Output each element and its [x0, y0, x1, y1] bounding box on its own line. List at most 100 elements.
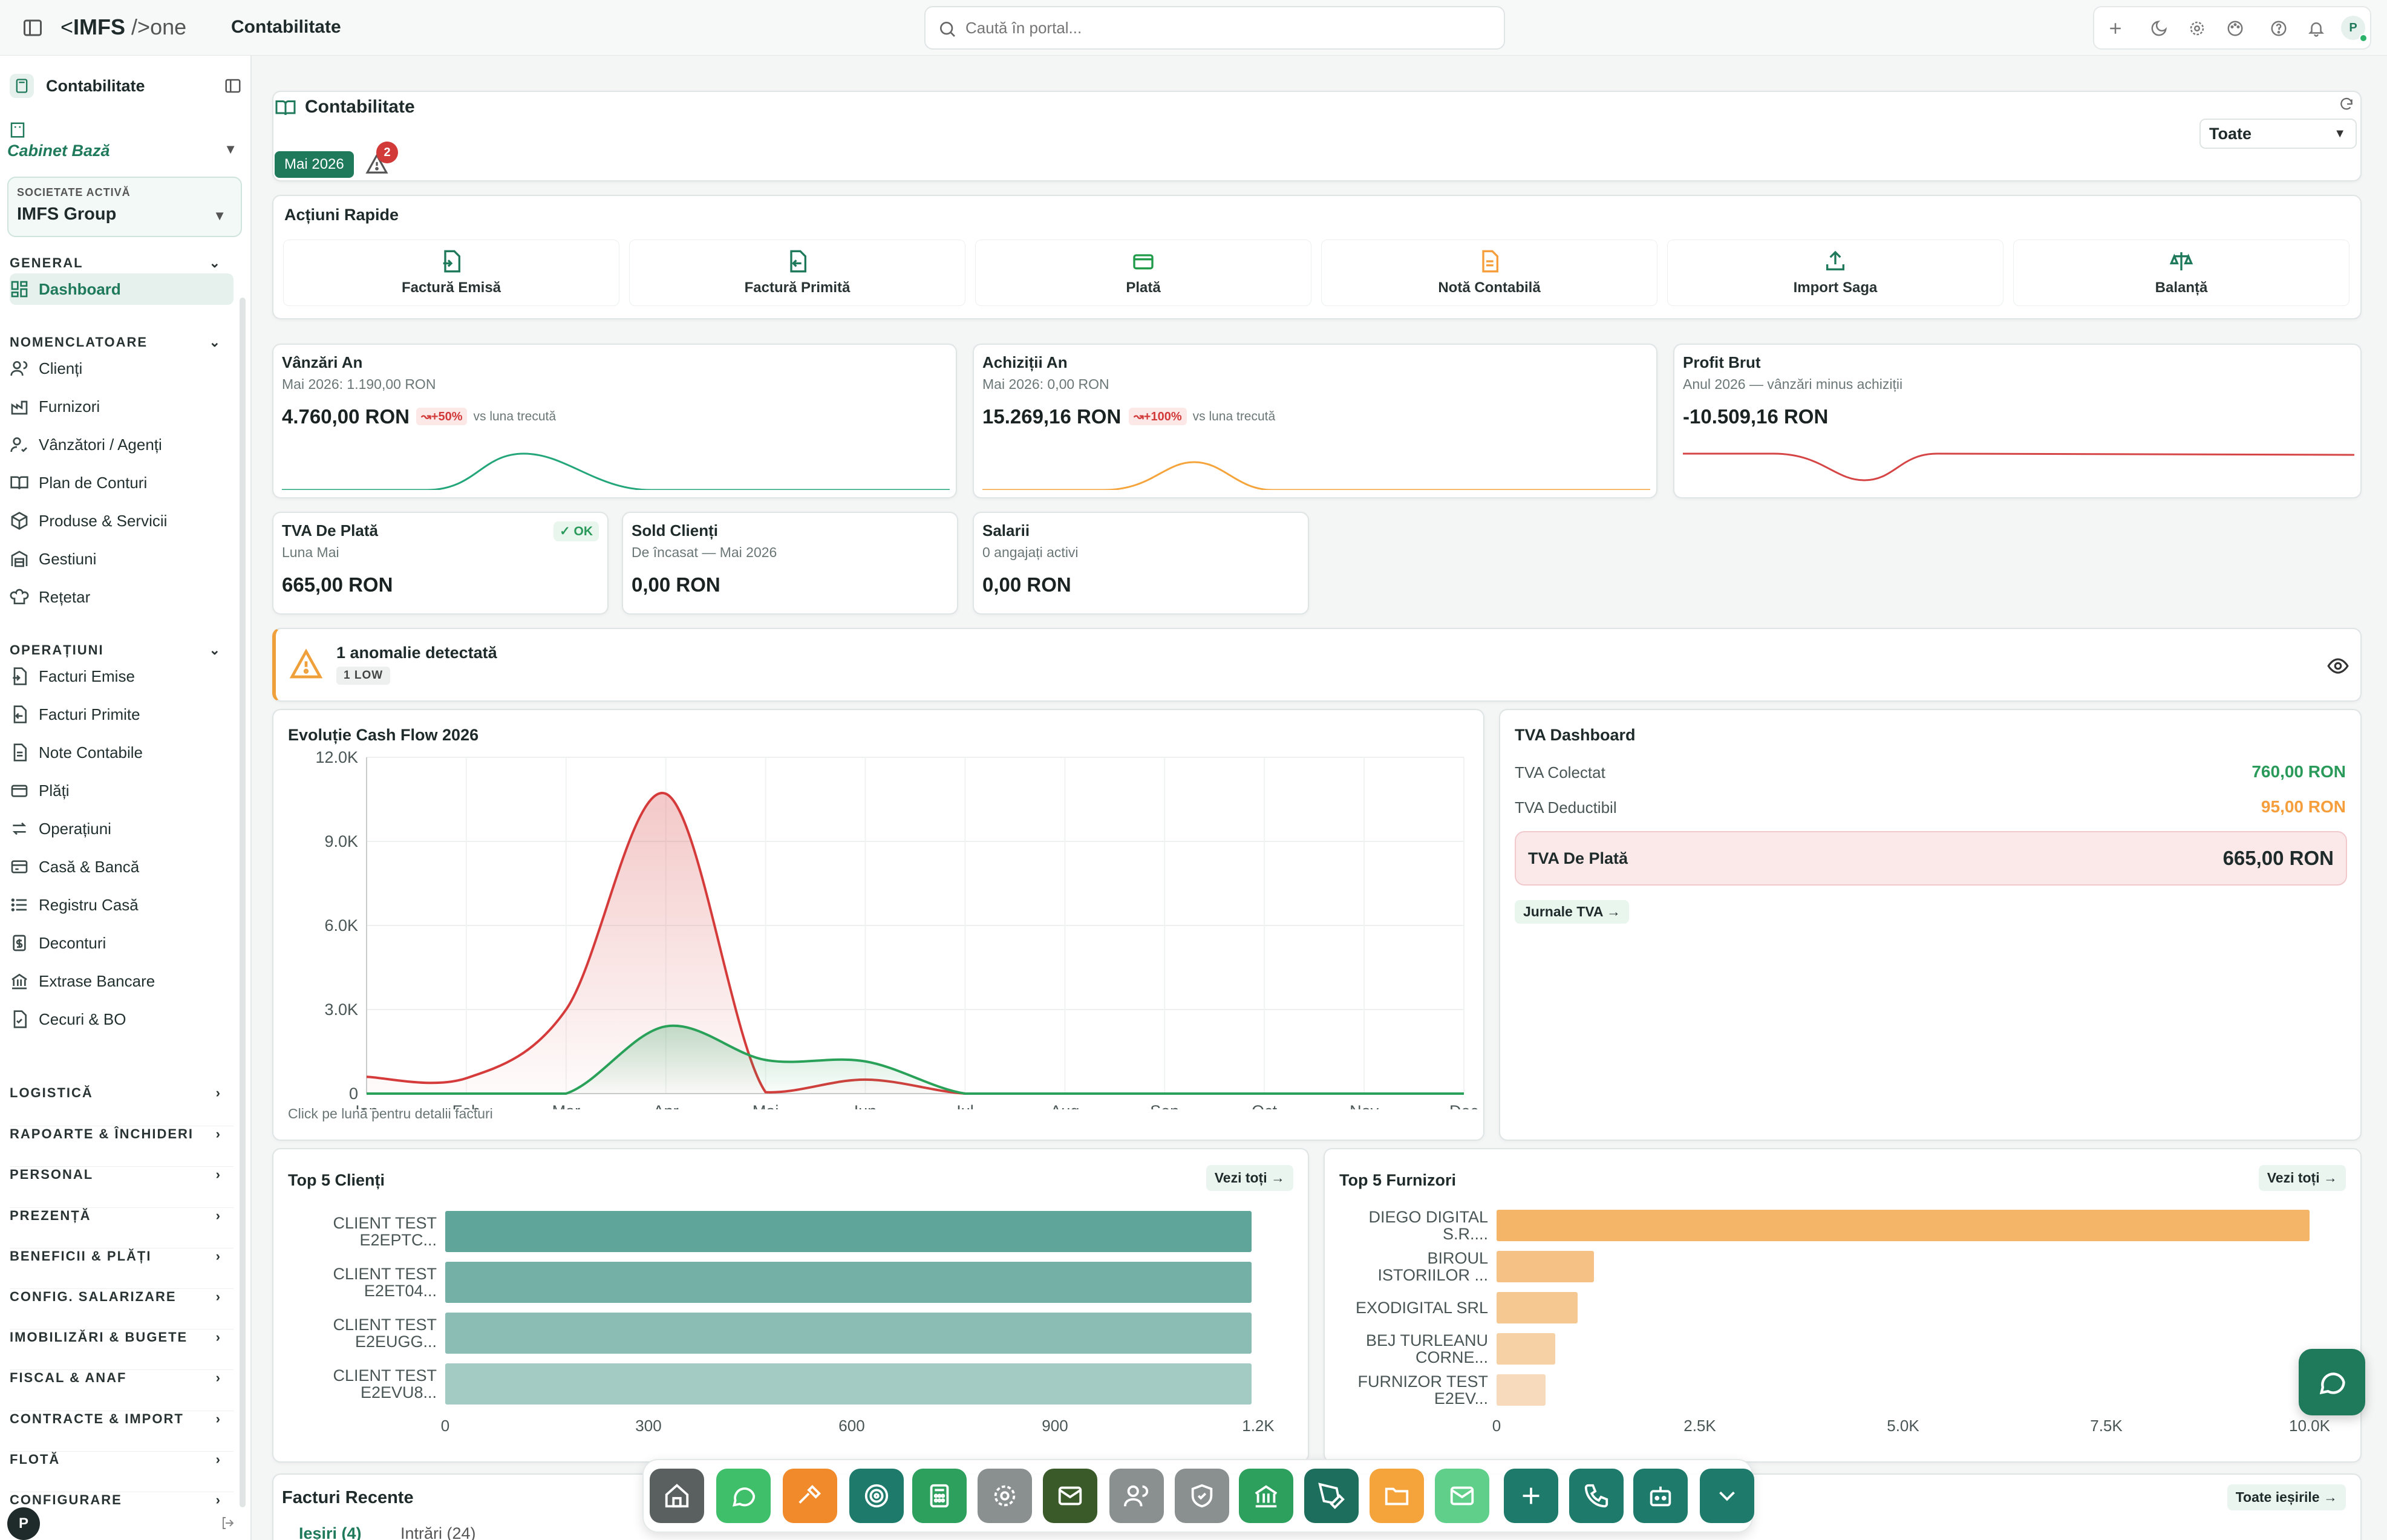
series-line-1[interactable]: [367, 1024, 1464, 1095]
search-input[interactable]: [965, 16, 1486, 40]
nav-section-header[interactable]: OPERAȚIUNI ⌄: [10, 642, 233, 658]
bar[interactable]: [1497, 1333, 1555, 1365]
dock-button-settings[interactable]: [978, 1469, 1032, 1523]
sidebar-item-registru-casa-[interactable]: Registru Casă: [10, 889, 233, 921]
nav-section-header[interactable]: FISCAL & ANAF ›: [10, 1369, 233, 1386]
sidebar-item-ret-etar[interactable]: Rețetar: [10, 581, 233, 613]
nav-section-header[interactable]: PERSONAL ›: [10, 1166, 233, 1183]
nav-section-header[interactable]: GENERAL ⌄: [10, 255, 233, 271]
sidebar-toggle-icon[interactable]: [22, 17, 44, 39]
dock-button-pen-tool[interactable]: [1304, 1469, 1359, 1523]
dock-button-chevron-down[interactable]: [1700, 1469, 1754, 1523]
active-company-selector[interactable]: SOCIETATE ACTIVĂ IMFS Group ▼: [7, 177, 242, 237]
nav-section-header[interactable]: PREZENȚĂ ›: [10, 1207, 233, 1224]
kpi-vat-card[interactable]: TVA De Plată ✓ OK Luna Mai 665,00 RON: [272, 512, 609, 615]
dock-button-bank[interactable]: [1239, 1469, 1293, 1523]
cabinet-selector[interactable]: Cabinet Bază ▼: [7, 142, 237, 160]
sidebar-item-gestiuni[interactable]: Gestiuni: [10, 543, 233, 575]
user-avatar[interactable]: P: [7, 1507, 40, 1540]
anomaly-banner[interactable]: 1 anomalie detectată 1 LOW: [272, 628, 2362, 702]
warning-icon[interactable]: [365, 152, 388, 175]
sidebar-item-note-contabile[interactable]: Note Contabile: [10, 737, 233, 768]
bar[interactable]: [1497, 1251, 1595, 1282]
kpi-clients-card[interactable]: Sold Clienți De încasat — Mai 2026 0,00 …: [622, 512, 958, 615]
nav-section-header[interactable]: CONTRACTE & IMPORT ›: [10, 1410, 233, 1427]
view-all-suppliers-link[interactable]: Vezi toți →: [2258, 1165, 2346, 1191]
dock-button-shield[interactable]: [1175, 1469, 1229, 1523]
kpi-profit-card[interactable]: Profit Brut Anul 2026 — vânzări minus ac…: [1673, 344, 2362, 498]
sidebar-item-operat-iuni[interactable]: Operațiuni: [10, 813, 233, 844]
quick-action-button[interactable]: Factură Emisă: [283, 240, 619, 306]
filter-select[interactable]: Toate ▼: [2199, 119, 2357, 149]
sidebar-item-facturi-emise[interactable]: Facturi Emise: [10, 661, 233, 692]
bar[interactable]: [445, 1313, 1252, 1354]
sidebar-item-deconturi[interactable]: Deconturi: [10, 927, 233, 959]
dock-button-folder[interactable]: [1370, 1469, 1424, 1523]
dock-button-hammer[interactable]: [783, 1469, 837, 1523]
sidebar-item-cecuri-bo[interactable]: Cecuri & BO: [10, 1003, 233, 1035]
quick-action-button[interactable]: Balanță: [2013, 240, 2349, 306]
sidebar-item-casa-banca-[interactable]: Casă & Bancă: [10, 851, 233, 883]
view-all-clients-link[interactable]: Vezi toți →: [1206, 1165, 1293, 1191]
nav-section-header[interactable]: IMOBILIZĂRI & BUGETE ›: [10, 1329, 233, 1345]
plus-icon[interactable]: [2106, 19, 2124, 38]
sidebar-item-dashboard[interactable]: Dashboard: [10, 273, 233, 305]
bar[interactable]: [445, 1262, 1252, 1303]
nav-section-header[interactable]: CONFIG. SALARIZARE ›: [10, 1288, 233, 1305]
refresh-icon[interactable]: [2339, 97, 2354, 113]
nav-section-header[interactable]: NOMENCLATOARE ⌄: [10, 334, 233, 350]
palette-icon[interactable]: [2226, 19, 2244, 38]
chat-fab[interactable]: [2299, 1349, 2365, 1415]
nav-section-header[interactable]: BENEFICII & PLĂȚI ›: [10, 1247, 233, 1264]
sidebar-item-furnizori[interactable]: Furnizori: [10, 391, 233, 422]
kpi-purchases-card[interactable]: Achiziții An Mai 2026: 0,00 RON 15.269,1…: [973, 344, 1657, 498]
kpi-salaries-card[interactable]: Salarii 0 angajați activi 0,00 RON: [973, 512, 1309, 615]
dock-button-phone[interactable]: [1569, 1469, 1624, 1523]
help-icon[interactable]: [2270, 19, 2288, 38]
dock-button-plus[interactable]: [1504, 1469, 1558, 1523]
vat-journals-link[interactable]: Jurnale TVA →: [1515, 900, 1630, 924]
dock-button-target[interactable]: [849, 1469, 904, 1523]
bar[interactable]: [1497, 1374, 1546, 1406]
dock-button-mail[interactable]: [1043, 1469, 1097, 1523]
quick-action-button[interactable]: Import Saga: [1667, 240, 2003, 306]
quick-action-button[interactable]: Factură Primită: [629, 240, 965, 306]
dock-button-robot[interactable]: [1633, 1469, 1688, 1523]
sidebar-scrollbar[interactable]: [240, 298, 246, 1507]
kpi-sales-card[interactable]: Vânzări An Mai 2026: 1.190,00 RON 4.760,…: [272, 344, 957, 498]
dock-button-chat[interactable]: [716, 1469, 771, 1523]
gear-icon[interactable]: [2188, 19, 2206, 38]
sidebar-item-pla-t-i[interactable]: Plăți: [10, 775, 233, 806]
nav-section-header[interactable]: LOGISTICĂ ›: [10, 1085, 233, 1101]
bar[interactable]: [445, 1211, 1252, 1252]
dock-button-envelope[interactable]: [1435, 1469, 1489, 1523]
collapse-sidebar-icon[interactable]: [224, 77, 242, 95]
tab-outgoing[interactable]: Ieșiri (4): [299, 1524, 362, 1540]
nav-section-header[interactable]: CONFIGURARE ›: [10, 1492, 233, 1508]
nav-section-header[interactable]: FLOTĂ ›: [10, 1450, 233, 1467]
dock-button-home[interactable]: [650, 1469, 704, 1523]
period-badge[interactable]: Mai 2026: [275, 151, 354, 178]
sidebar-item-plan-de-conturi[interactable]: Plan de Conturi: [10, 467, 233, 498]
quick-action-button[interactable]: Notă Contabilă: [1321, 240, 1657, 306]
sidebar-item-va-nza-tori-agent-i[interactable]: Vânzători / Agenți: [10, 429, 233, 460]
sidebar-item-facturi-primite[interactable]: Facturi Primite: [10, 699, 233, 730]
all-outgoing-link[interactable]: Toate ieșirile →: [2227, 1484, 2346, 1510]
nav-section-header[interactable]: RAPOARTE & ÎNCHIDERI ›: [10, 1126, 233, 1142]
sidebar-item-extrase-bancare[interactable]: Extrase Bancare: [10, 965, 233, 997]
moon-icon[interactable]: [2150, 19, 2168, 38]
bar[interactable]: [1497, 1292, 1578, 1323]
dock-button-calculator[interactable]: [912, 1469, 967, 1523]
cashflow-chart[interactable]: 0 3.0K 6.0K 9.0K 12.0K Ian Feb Mar Apr Mai Iun Iul A…: [273, 746, 1483, 1109]
logout-icon[interactable]: [220, 1516, 235, 1530]
bell-icon[interactable]: [2307, 19, 2325, 38]
brand-logo[interactable]: <IMFS />one: [60, 15, 186, 40]
search-box[interactable]: [924, 6, 1505, 50]
dock-button-team[interactable]: [1109, 1469, 1164, 1523]
sidebar-item-produse-servicii[interactable]: Produse & Servicii: [10, 505, 233, 537]
sidebar-item-client-i[interactable]: Clienți: [10, 353, 233, 384]
bar[interactable]: [445, 1363, 1252, 1405]
bar[interactable]: [1497, 1210, 2310, 1241]
quick-action-button[interactable]: Plată: [975, 240, 1311, 306]
series-line-0[interactable]: [366, 792, 1464, 1095]
